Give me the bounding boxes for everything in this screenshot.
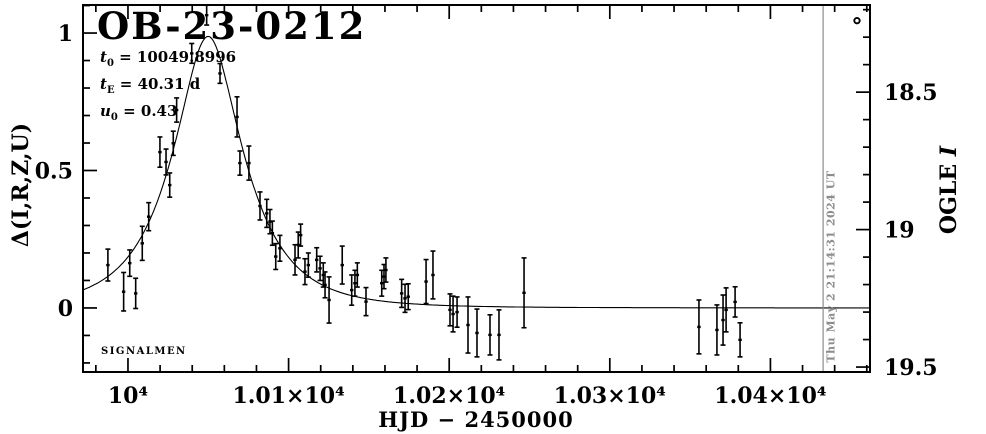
data-point <box>139 225 145 262</box>
data-point <box>105 248 111 282</box>
axis-ticks <box>83 4 870 372</box>
param-t0-value: = 10049.8996 <box>113 48 237 66</box>
param-u0: u0 = 0.43 <box>100 102 236 129</box>
event-title: OB-23-0212 <box>97 4 367 48</box>
data-point <box>399 278 405 309</box>
right-axis-label-band: I <box>936 145 962 157</box>
data-point <box>121 271 127 312</box>
data-point <box>339 245 345 285</box>
param-t0-subscript: 0 <box>106 58 114 69</box>
data-point <box>465 296 471 354</box>
data-point <box>174 97 180 123</box>
y-tick-label: 0.5 <box>35 158 73 184</box>
data-point <box>720 294 726 346</box>
plot-border <box>82 4 871 373</box>
x-tick-label: 1.01×10⁴ <box>232 383 344 409</box>
data-point <box>163 148 169 176</box>
data-point <box>234 96 240 138</box>
data-point <box>723 287 729 333</box>
data-point <box>320 262 326 288</box>
data-point <box>170 130 176 157</box>
model-curve <box>83 35 870 309</box>
data-point <box>383 257 389 283</box>
param-tE: tE = 40.31 d <box>100 75 236 102</box>
y-tick-label: 1 <box>58 21 73 47</box>
data-point <box>354 262 360 288</box>
data-point <box>326 276 332 324</box>
data-point <box>302 257 308 286</box>
data-point <box>146 201 152 232</box>
x-tick-label: 1.04×10⁴ <box>714 383 826 409</box>
data-point <box>405 282 411 311</box>
param-u0-value: = 0.43 <box>117 102 178 120</box>
x-tick-label: 10⁴ <box>108 383 148 409</box>
data-point <box>423 258 429 305</box>
data-point <box>257 191 263 221</box>
data-point <box>237 150 243 176</box>
current-time-label: Thu May 2 21:14:31 2024 UT <box>824 170 838 363</box>
data-point <box>246 145 252 181</box>
data-point <box>487 314 493 356</box>
data-point <box>322 271 328 299</box>
data-point <box>157 136 163 168</box>
data-point <box>298 223 304 247</box>
data-point <box>305 252 311 278</box>
param-tE-subscript: E <box>106 85 115 96</box>
data-point <box>264 198 270 229</box>
tick-labels: 10⁴ 1.01×10⁴ 1.02×10⁴ 1.03×10⁴ 1.04×10⁴ 0 0.5 1… <box>35 21 938 409</box>
data-point <box>217 62 223 85</box>
data-point <box>363 286 369 317</box>
data-point <box>447 293 453 327</box>
data-point <box>269 220 275 247</box>
data-point <box>292 243 298 276</box>
data-point <box>454 296 460 328</box>
data-point <box>450 295 456 333</box>
data-point <box>317 255 323 282</box>
data-point <box>273 242 279 271</box>
data-point <box>349 274 355 306</box>
param-t0: t0 = 10049.8996 <box>100 48 236 75</box>
model-parameters: t0 = 10049.8996 tE = 40.31 d u0 = 0.43 <box>100 48 236 129</box>
left-axis-label: Δ(I,R,Z,U) <box>8 122 34 248</box>
data-point <box>732 285 738 318</box>
param-tE-symbol: t <box>100 75 107 93</box>
data-point <box>430 250 436 300</box>
right-axis-label-text: OGLE <box>936 156 962 235</box>
data-point <box>277 234 283 263</box>
data-point <box>737 321 743 358</box>
data-point <box>521 257 527 329</box>
param-u0-subscript: 0 <box>110 112 118 123</box>
signalmen-watermark: SIGNALMEN <box>101 346 187 357</box>
data-point <box>127 249 133 278</box>
data-point <box>167 172 173 198</box>
data-point <box>496 309 502 361</box>
y-right-tick-label: 19 <box>884 218 915 244</box>
x-tick-label: 1.02×10⁴ <box>393 383 505 409</box>
data-point <box>474 308 480 358</box>
param-t0-symbol: t <box>100 48 107 66</box>
param-u0-symbol: u <box>100 102 111 120</box>
y-tick-label: 0 <box>58 296 73 322</box>
data-point <box>696 299 702 355</box>
x-tick-label: 1.03×10⁴ <box>554 383 666 409</box>
data-points <box>105 5 743 361</box>
data-point <box>189 42 195 65</box>
data-point <box>133 277 139 310</box>
y-right-tick-label: 18.5 <box>884 80 938 106</box>
y-right-tick-label: 19.5 <box>884 355 938 381</box>
x-axis-label: HJD − 2450000 <box>378 407 574 432</box>
right-axis-label: OGLE I <box>936 70 962 310</box>
data-point <box>314 246 320 273</box>
open-circle-point <box>853 17 861 25</box>
param-tE-value: = 40.31 d <box>114 75 201 93</box>
data-point <box>714 304 720 356</box>
